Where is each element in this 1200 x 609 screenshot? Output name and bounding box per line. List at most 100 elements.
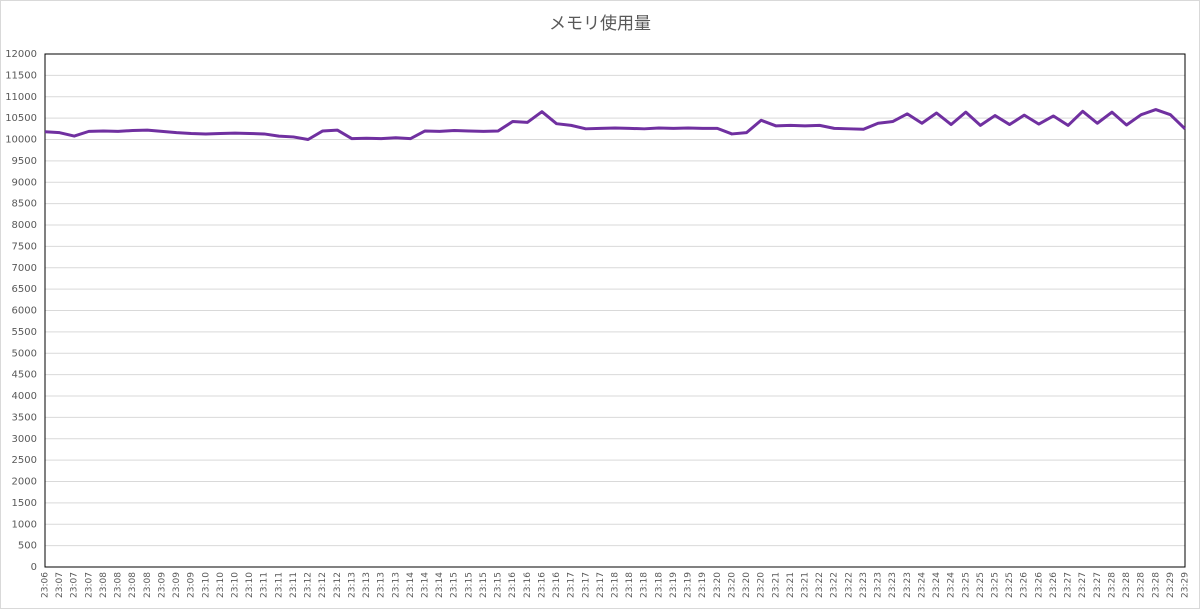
x-tick-label: 23:13 [377,572,387,598]
x-tick-label: 23:09 [157,572,167,598]
y-tick-label: 2500 [12,455,37,466]
x-tick-label: 23:27 [1078,572,1088,598]
x-tick-label: 23:26 [1049,572,1059,598]
x-tick-label: 23:27 [1064,572,1074,598]
x-tick-label: 23:16 [523,572,533,598]
x-tick-label: 23:23 [859,572,869,598]
y-tick-label: 1000 [12,519,37,530]
x-tick-label: 23:12 [304,572,314,598]
x-tick-label: 23:18 [654,572,664,598]
x-tick-label: 23:13 [362,572,372,598]
x-tick-label: 23:27 [1093,572,1103,598]
x-tick-label: 23:11 [274,572,284,598]
x-tick-label: 23:12 [333,572,343,598]
x-tick-label: 23:08 [114,572,124,598]
x-tick-label: 23:14 [406,572,416,598]
x-tick-label: 23:18 [640,572,650,598]
x-tick-label: 23:28 [1122,572,1132,598]
x-tick-label: 23:25 [976,572,986,598]
x-tick-label: 23:06 [41,572,51,598]
x-tick-label: 23:11 [260,572,270,598]
x-tick-label: 23:22 [815,572,825,598]
x-tick-label: 23:20 [742,572,752,598]
y-tick-label: 0 [31,562,37,573]
x-tick-label: 23:08 [128,572,138,598]
x-tick-label: 23:19 [669,572,679,598]
x-tick-label: 23:07 [55,572,65,598]
x-tick-label: 23:13 [347,572,357,598]
x-tick-label: 23:21 [786,572,796,598]
x-tick-label: 23:29 [1166,572,1176,598]
plot-frame [44,53,1186,568]
x-tick-label: 23:29 [1181,572,1191,598]
x-tick-label: 23:16 [537,572,547,598]
x-tick-label: 23:26 [1020,572,1030,598]
x-tick-label: 23:21 [771,572,781,598]
x-tick-label: 23:12 [318,572,328,598]
y-tick-label: 5500 [12,327,37,338]
x-tick-label: 23:28 [1107,572,1117,598]
x-tick-label: 23:07 [84,572,94,598]
y-tick-label: 8000 [12,220,37,231]
data-line [44,108,1187,141]
x-tick-label: 23:19 [698,572,708,598]
x-tick-label: 23:25 [1005,572,1015,598]
x-tick-label: 23:08 [143,572,153,598]
chart-title: メモリ使用量 [549,13,651,34]
y-tick-label: 3500 [12,412,37,423]
x-tick-label: 23:22 [844,572,854,598]
x-tick-label: 23:13 [391,572,401,598]
x-tick-label: 23:16 [552,572,562,598]
y-tick-label: 8500 [12,199,37,210]
x-tick-label: 23:10 [245,572,255,598]
x-tick-label: 23:25 [961,572,971,598]
x-tick-label: 23:10 [216,572,226,598]
x-tick-label: 23:09 [172,572,182,598]
y-tick-label: 7000 [12,263,37,274]
x-tick-label: 23:23 [903,572,913,598]
x-tick-label: 23:24 [932,572,942,598]
x-tick-label: 23:07 [70,572,80,598]
x-tick-label: 23:14 [435,572,445,598]
x-tick-label: 23:20 [713,572,723,598]
y-tick-label: 11500 [5,70,37,81]
y-tick-label: 6500 [12,284,37,295]
y-tick-label: 10500 [5,113,37,124]
x-tick-label: 23:28 [1137,572,1147,598]
y-tick-label: 500 [18,541,37,552]
y-tick-label: 11000 [5,92,37,103]
x-tick-label: 23:15 [464,572,474,598]
x-tick-label: 23:14 [421,572,431,598]
x-tick-label: 23:21 [801,572,811,598]
y-tick-label: 4000 [12,391,37,402]
x-tick-label: 23:09 [187,572,197,598]
x-tick-label: 23:15 [494,572,504,598]
x-tick-label: 23:16 [508,572,518,598]
x-tick-label: 23:17 [567,572,577,598]
x-tick-label: 23:18 [611,572,621,598]
x-tick-label: 23:17 [581,572,591,598]
x-tick-label: 23:26 [1034,572,1044,598]
x-tick-label: 23:10 [201,572,211,598]
x-tick-label: 23:11 [289,572,299,598]
x-tick-label: 23:18 [625,572,635,598]
y-tick-label: 9500 [12,156,37,167]
x-tick-label: 23:15 [450,572,460,598]
x-tick-label: 23:23 [888,572,898,598]
y-tick-label: 10000 [5,135,37,146]
x-tick-label: 23:22 [830,572,840,598]
x-tick-label: 23:20 [757,572,767,598]
x-tick-label: 23:25 [991,572,1001,598]
x-tick-label: 23:24 [947,572,957,598]
x-tick-label: 23:08 [99,572,109,598]
x-tick-label: 23:24 [917,572,927,598]
x-tick-label: 23:20 [727,572,737,598]
x-tick-label: 23:15 [479,572,489,598]
x-tick-label: 23:17 [596,572,606,598]
y-tick-label: 4500 [12,370,37,381]
y-tick-label: 12000 [5,49,37,60]
y-tick-label: 6000 [12,306,37,317]
x-tick-label: 23:23 [874,572,884,598]
